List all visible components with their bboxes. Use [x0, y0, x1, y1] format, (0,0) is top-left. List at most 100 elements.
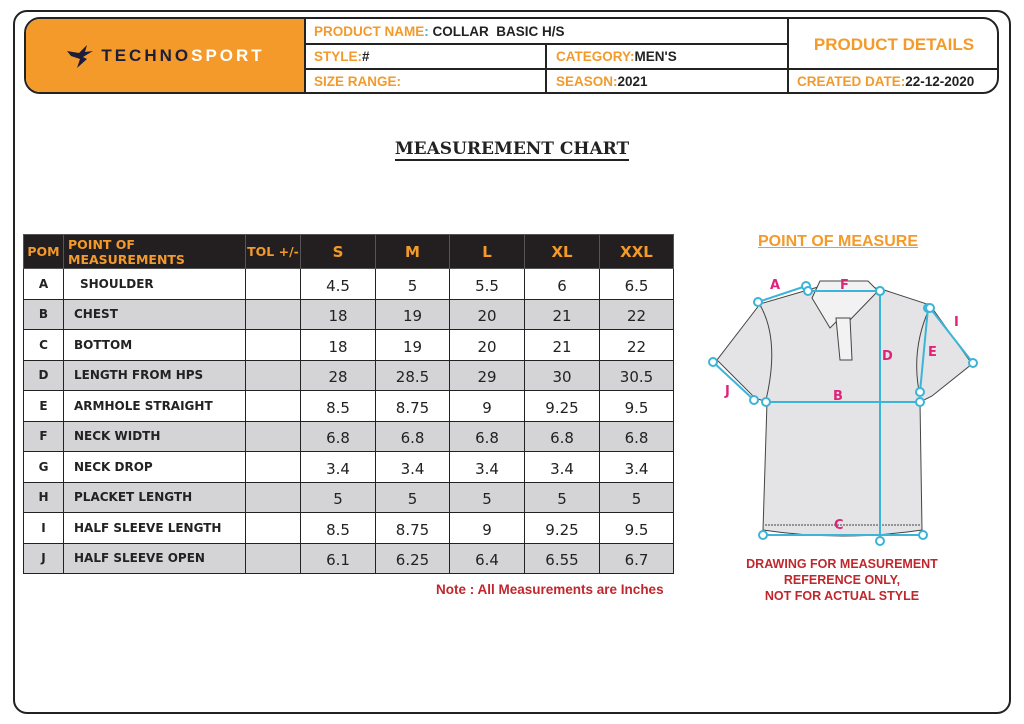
size-value-cell: 6.8 — [449, 420, 525, 452]
size-value-cell: 30 — [524, 359, 600, 391]
size-value-cell: 30.5 — [599, 359, 674, 391]
size-range: SIZE RANGE: — [306, 69, 402, 92]
label: SEASON: — [556, 74, 618, 89]
measure-label-B: B — [833, 389, 843, 404]
pom-name-cell: LENGTH FROM HPS — [63, 359, 246, 391]
size-value-cell: 21 — [524, 298, 600, 330]
size-value-cell: 5 — [449, 481, 525, 513]
measure-label-I: I — [954, 315, 959, 330]
measure-point — [925, 303, 935, 313]
product-name: PRODUCT NAME: COLLAR BASIC H/S — [314, 24, 565, 39]
category: CATEGORY: MEN'S — [548, 44, 677, 69]
tolerance-cell — [245, 359, 301, 391]
size-value-cell: 20 — [449, 298, 525, 330]
label: CATEGORY: — [556, 49, 635, 64]
size-value-cell: 28.5 — [375, 359, 450, 391]
size-value-cell: 5 — [375, 481, 450, 513]
measure-point — [915, 387, 925, 397]
pom-name-cell: CHEST — [63, 298, 246, 330]
measure-label-A: A — [770, 278, 780, 293]
tolerance-cell — [245, 420, 301, 452]
measure-point — [708, 357, 718, 367]
created-date: CREATED DATE: 22-12-2020 — [789, 69, 975, 92]
pom-name-cell: HALF SLEEVE OPEN — [63, 542, 246, 574]
brand-part2: SPORT — [191, 45, 265, 65]
column-header: TOL +/- — [245, 234, 301, 269]
product-details-title: PRODUCT DETAILS — [813, 34, 975, 54]
table-row: H PLACKET LENGTH 5 5 5 5 5 — [23, 481, 674, 513]
brand-part1: TECHNO — [101, 45, 192, 65]
size-value-cell: 22 — [599, 329, 674, 361]
measure-point — [915, 397, 925, 407]
pom-cell: J — [23, 542, 64, 574]
column-header: POM — [23, 234, 64, 269]
tolerance-cell — [245, 329, 301, 361]
size-value-cell: 6.8 — [300, 420, 376, 452]
value: 22-12-2020 — [905, 74, 975, 89]
size-value-cell: 28 — [300, 359, 376, 391]
table-row: D LENGTH FROM HPS 28 28.5 29 30 30.5 — [23, 359, 674, 391]
column-header: XL — [524, 234, 600, 269]
table-row: I HALF SLEEVE LENGTH 8.5 8.75 9 9.25 9.5 — [23, 512, 674, 544]
measure-point — [803, 286, 813, 296]
table-row: B CHEST 18 19 20 21 22 — [23, 298, 674, 330]
pom-name-cell: NECK DROP — [63, 451, 246, 483]
size-value-cell: 19 — [375, 298, 450, 330]
size-value-cell: 18 — [300, 329, 376, 361]
pom-name-cell: BOTTOM — [63, 329, 246, 361]
label: SIZE RANGE: — [314, 74, 402, 89]
measure-label-F: F — [840, 278, 849, 293]
size-value-cell: 5 — [599, 481, 674, 513]
size-value-cell: 6.7 — [599, 542, 674, 574]
size-value-cell: 3.4 — [524, 451, 600, 483]
column-header: M — [375, 234, 450, 269]
measure-point — [875, 286, 885, 296]
table-row: G NECK DROP 3.4 3.4 3.4 3.4 3.4 — [23, 451, 674, 483]
size-value-cell: 6.8 — [599, 420, 674, 452]
pom-cell: H — [23, 481, 64, 513]
size-value-cell: 4.5 — [300, 268, 376, 300]
brand-logo: TECHNOSPORT — [26, 19, 306, 92]
column-header: L — [449, 234, 525, 269]
shirt-placket — [835, 317, 853, 361]
value: MEN'S — [634, 49, 677, 64]
units-note: Note : All Measurements are Inches — [436, 582, 664, 597]
measure-point — [968, 358, 978, 368]
column-header: XXL — [599, 234, 674, 269]
measure-label-J: J — [724, 384, 730, 399]
measure-point — [753, 297, 763, 307]
runner-icon — [67, 44, 94, 68]
size-value-cell: 9.5 — [599, 390, 674, 422]
value: # — [362, 49, 370, 64]
measure-line-J — [712, 361, 755, 401]
size-value-cell: 6 — [524, 268, 600, 300]
size-value-cell: 3.4 — [300, 451, 376, 483]
size-value-cell: 5 — [300, 481, 376, 513]
value: 2021 — [617, 74, 648, 89]
size-value-cell: 6.8 — [375, 420, 450, 452]
size-value-cell: 9.25 — [524, 512, 600, 544]
measure-line-A — [757, 285, 807, 303]
size-value-cell: 5 — [524, 481, 600, 513]
measure-point — [918, 530, 928, 540]
size-value-cell: 21 — [524, 329, 600, 361]
label: PRODUCT NAME — [314, 24, 425, 39]
caption-line: REFERENCE ONLY, — [783, 573, 901, 587]
measure-label-C: C — [834, 518, 844, 533]
header-block: TECHNOSPORT PRODUCT NAME: COLLAR BASIC H… — [24, 17, 999, 94]
measure-label-E: E — [928, 345, 937, 360]
size-value-cell: 6.55 — [524, 542, 600, 574]
table-row: F NECK WIDTH 6.8 6.8 6.8 6.8 6.8 — [23, 420, 674, 452]
tolerance-cell — [245, 542, 301, 574]
drawing-caption: DRAWING FOR MEASUREMENT REFERENCE ONLY, … — [735, 556, 949, 604]
label: CREATED DATE: — [797, 74, 906, 89]
size-value-cell: 3.4 — [599, 451, 674, 483]
tolerance-cell — [245, 481, 301, 513]
size-value-cell: 6.25 — [375, 542, 450, 574]
size-value-cell: 5 — [375, 268, 450, 300]
measurement-table: POM POINT OF MEASUREMENTS TOL +/- S M L XL XXL … — [23, 234, 674, 574]
pom-cell: B — [23, 298, 64, 330]
measure-point — [749, 395, 759, 405]
pom-name-cell: HALF SLEEVE LENGTH — [63, 512, 246, 544]
caption-line: DRAWING FOR MEASUREMENT — [746, 557, 938, 571]
